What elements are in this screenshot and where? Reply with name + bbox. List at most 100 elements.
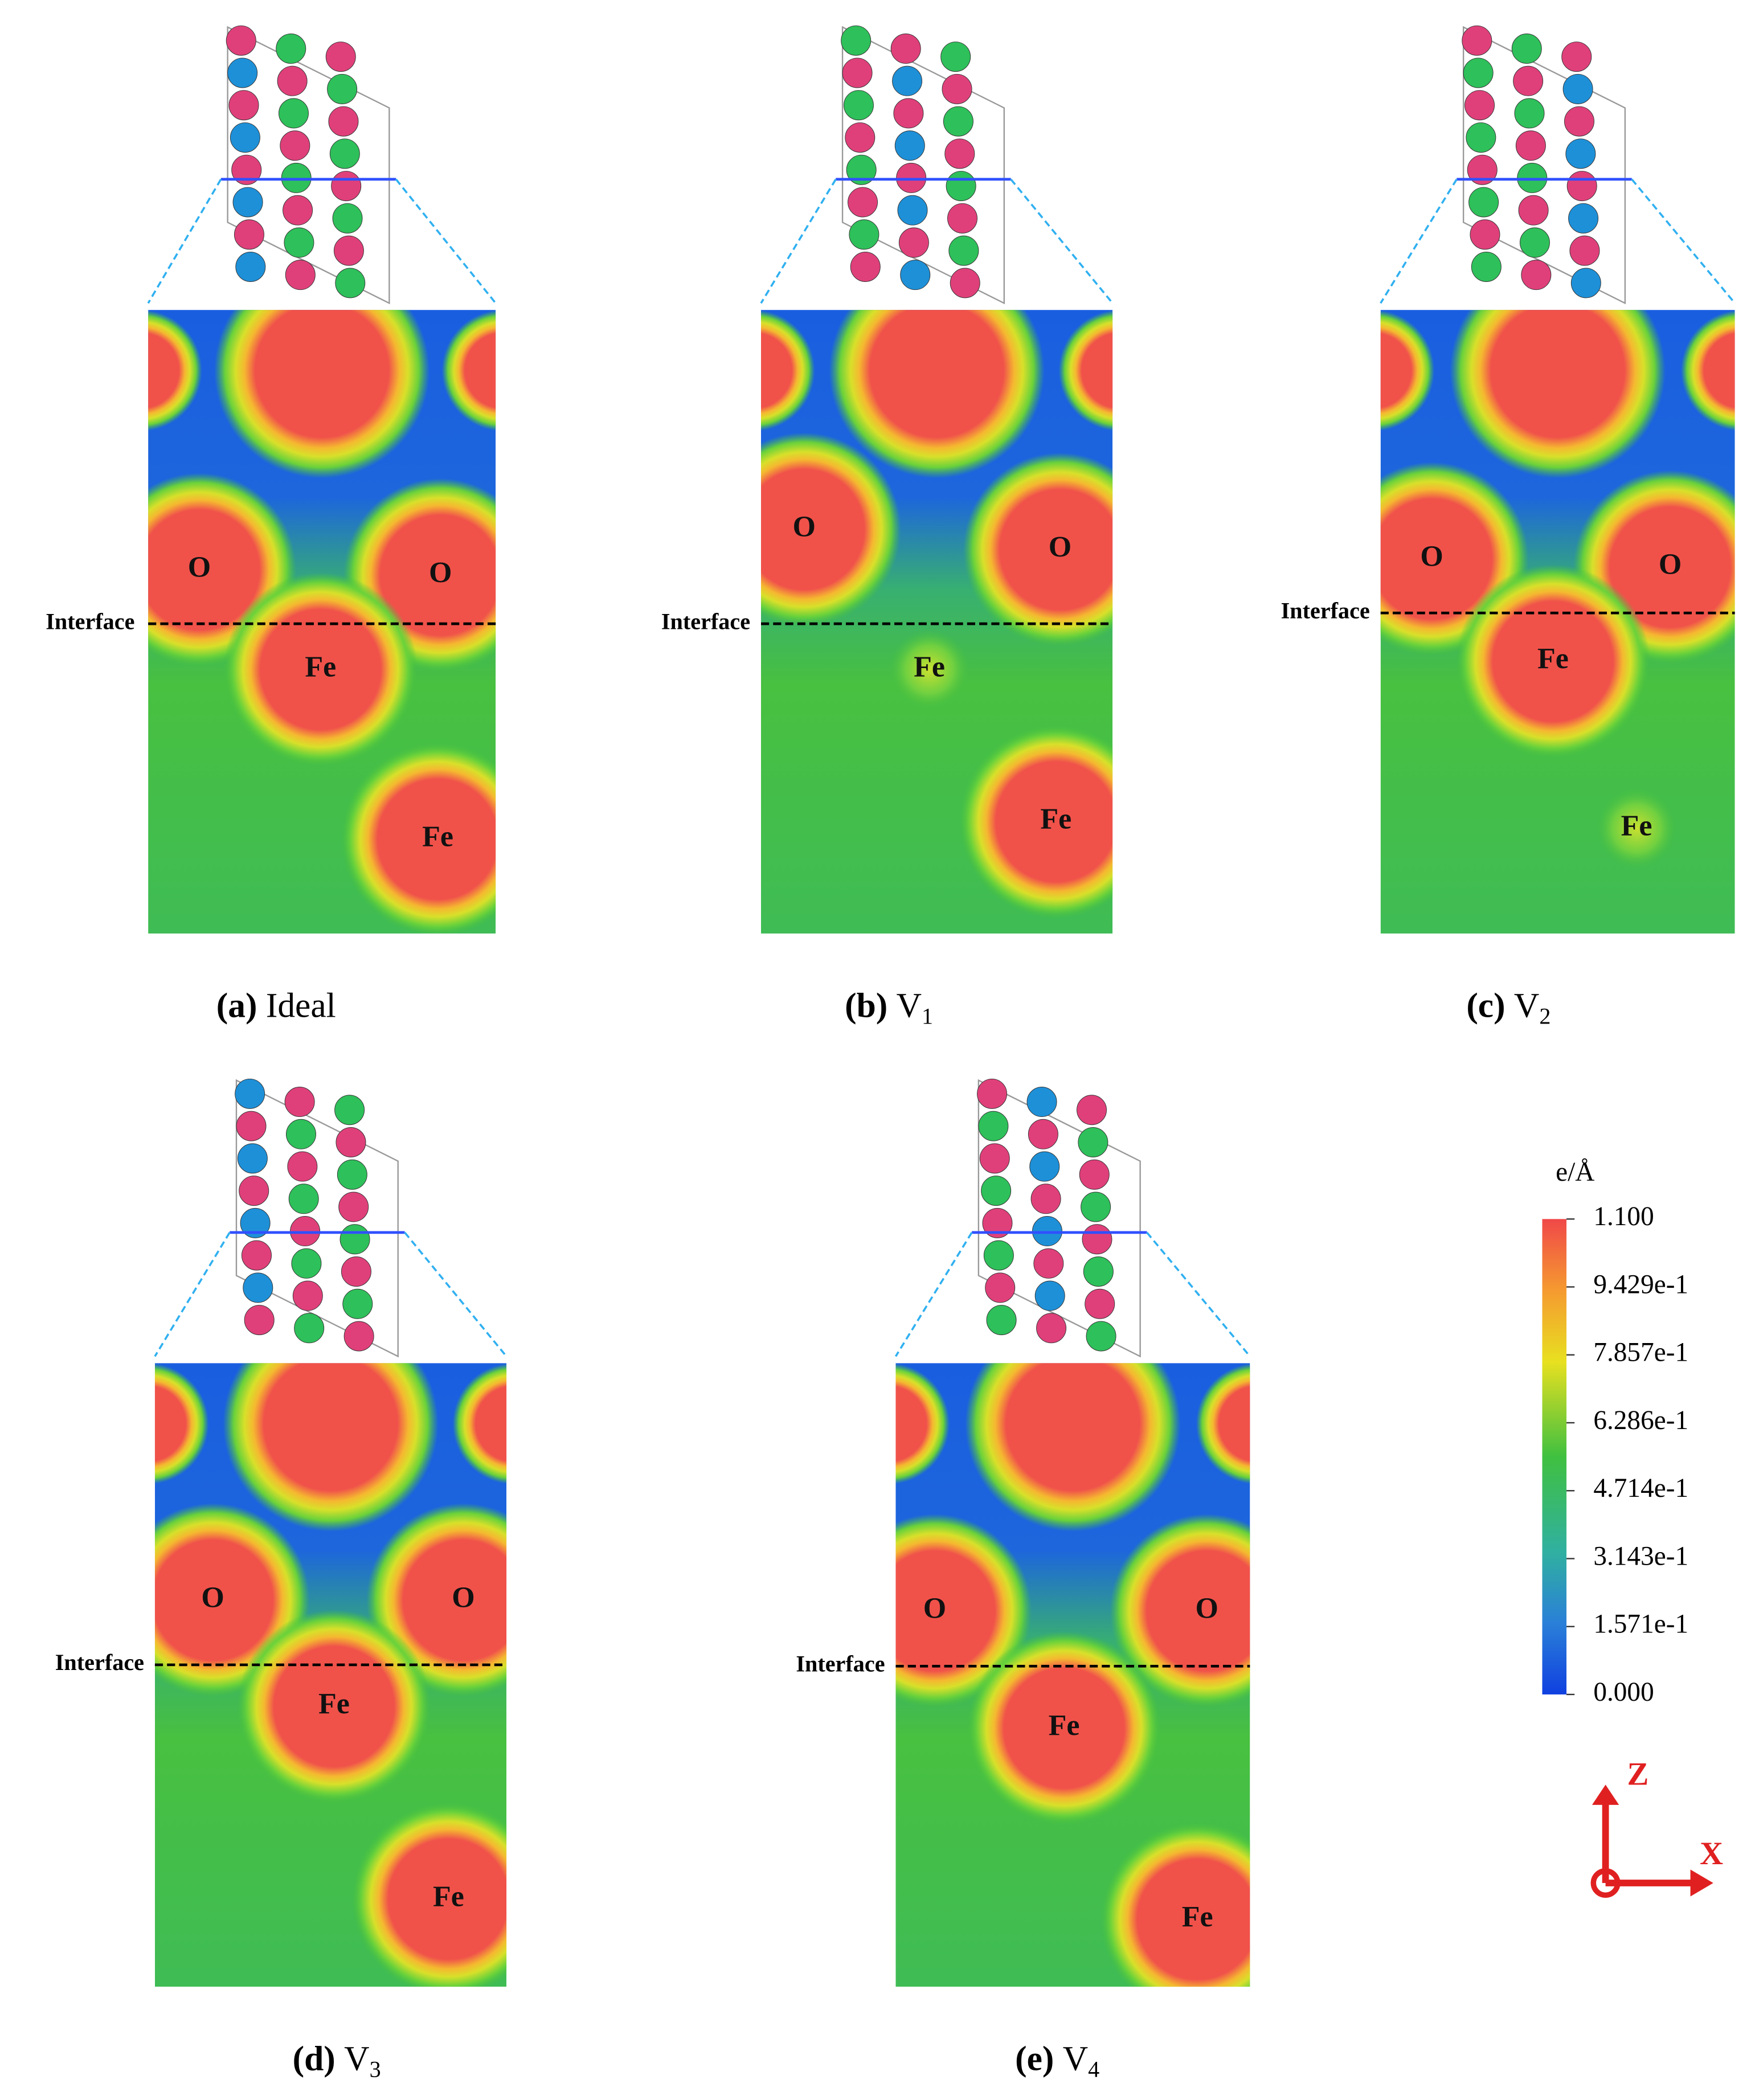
atom-sphere (279, 98, 309, 129)
blob (1196, 1363, 1250, 1484)
atom-label: O (923, 1592, 946, 1624)
atom-label: Fe (318, 1688, 350, 1720)
atom-sphere (1466, 122, 1496, 153)
atom-sphere (1081, 1192, 1111, 1222)
zoom-line (147, 178, 222, 304)
atom-sphere (1464, 90, 1495, 121)
atom-label: Fe (305, 650, 336, 683)
atom-sphere (898, 227, 929, 258)
interface-label: Interface (1281, 597, 1370, 623)
atom-label: O (1049, 531, 1071, 563)
x-arrow (1690, 1869, 1713, 1897)
caption: (e) V4 (1015, 2040, 1099, 2082)
atom-sphere (944, 138, 975, 169)
atom-sphere (1086, 1321, 1116, 1352)
atom-sphere (1562, 73, 1593, 104)
atom-label: O (1659, 548, 1682, 581)
atom-sphere (1082, 1224, 1112, 1255)
atom-sphere (333, 235, 364, 266)
colorbar-tick-label: 0.000 (1593, 1677, 1654, 1707)
density-map (1380, 310, 1735, 934)
atom-sphere (1566, 171, 1597, 202)
atom-sphere (849, 219, 879, 250)
interface-label: Interface (796, 1651, 885, 1677)
blob (959, 724, 1113, 919)
colorbar-tick-label: 1.100 (1593, 1202, 1654, 1231)
blob (214, 310, 430, 478)
atom-sphere (900, 260, 931, 290)
atom-sphere (288, 1184, 319, 1214)
atom-label: Fe (1040, 803, 1071, 836)
atom-sphere (327, 73, 358, 104)
atom-sphere (337, 1159, 367, 1190)
atom-sphere (1028, 1119, 1058, 1149)
interface-label: Interface (55, 1649, 144, 1675)
atom-sphere (1462, 25, 1492, 56)
atom-label: O (1420, 541, 1443, 573)
atom-sphere (235, 1078, 265, 1109)
density-map (154, 1363, 507, 1987)
atom-sphere (277, 66, 308, 96)
blob (452, 1363, 507, 1484)
atom-sphere (280, 130, 310, 161)
caption-tag: (a) (216, 986, 257, 1025)
blob (351, 1802, 507, 1987)
caption-name: V (344, 2040, 369, 2078)
atom-sphere (285, 260, 316, 290)
atom-sphere (239, 1176, 269, 1206)
atom-sphere (1568, 203, 1599, 234)
atom-label: O (792, 511, 815, 543)
blob (223, 1363, 439, 1532)
atom-sphere (1468, 187, 1499, 218)
caption-space (336, 2040, 344, 2078)
caption-tag: (c) (1466, 986, 1505, 1025)
atom-sphere (1570, 268, 1601, 298)
interface-label: Interface (661, 608, 750, 634)
atom-sphere (332, 203, 363, 234)
atom-sphere (287, 1151, 318, 1182)
caption: (a) Ideal (216, 986, 336, 1025)
caption-subscript: 4 (1088, 2057, 1099, 2082)
atom-sphere (1515, 130, 1546, 161)
atom-sphere (1078, 1127, 1108, 1157)
atom-label: Fe (422, 820, 453, 853)
atom-sphere (1077, 1095, 1107, 1125)
colorbar-tick-label: 4.714e-1 (1593, 1473, 1688, 1503)
atom-sphere (335, 268, 366, 298)
blob (889, 629, 970, 710)
atom-sphere (284, 227, 314, 258)
blob (963, 452, 1113, 647)
caption-subscript: 1 (922, 1003, 933, 1029)
atom-sphere (234, 219, 264, 250)
caption-space (1505, 986, 1514, 1025)
atom-sphere (978, 1111, 1009, 1141)
zoom-line (1631, 178, 1736, 304)
blob (237, 1609, 431, 1804)
atom-sphere (1514, 98, 1545, 129)
colorbar (1542, 1219, 1567, 1694)
atom-sphere (284, 1087, 315, 1117)
atom-sphere (1519, 227, 1550, 258)
atom-label: Fe (433, 1880, 464, 1913)
atom-label: O (201, 1581, 224, 1614)
atom-sphere (1034, 1280, 1065, 1311)
blob (1100, 1822, 1250, 1987)
atom-label: Fe (1182, 1901, 1213, 1933)
colorbar-tick-label: 3.143e-1 (1593, 1541, 1688, 1571)
atom-sphere (230, 122, 260, 153)
atom-sphere (1569, 235, 1600, 266)
caption-name: V (897, 986, 922, 1025)
caption-tag: (b) (845, 986, 887, 1025)
atom-sphere (846, 154, 877, 185)
atom-sphere (894, 130, 925, 161)
colorbar-tick-label: 9.429e-1 (1593, 1270, 1688, 1299)
atom-label: O (1195, 1592, 1218, 1624)
zoom-line (760, 178, 837, 304)
atom-sphere (342, 1288, 373, 1319)
blob (341, 742, 496, 934)
atom-sphere (1518, 195, 1549, 226)
caption-subscript: 3 (370, 2057, 381, 2082)
blob (1681, 310, 1735, 431)
atom-sphere (848, 187, 878, 218)
caption: (d) V3 (293, 2040, 381, 2082)
